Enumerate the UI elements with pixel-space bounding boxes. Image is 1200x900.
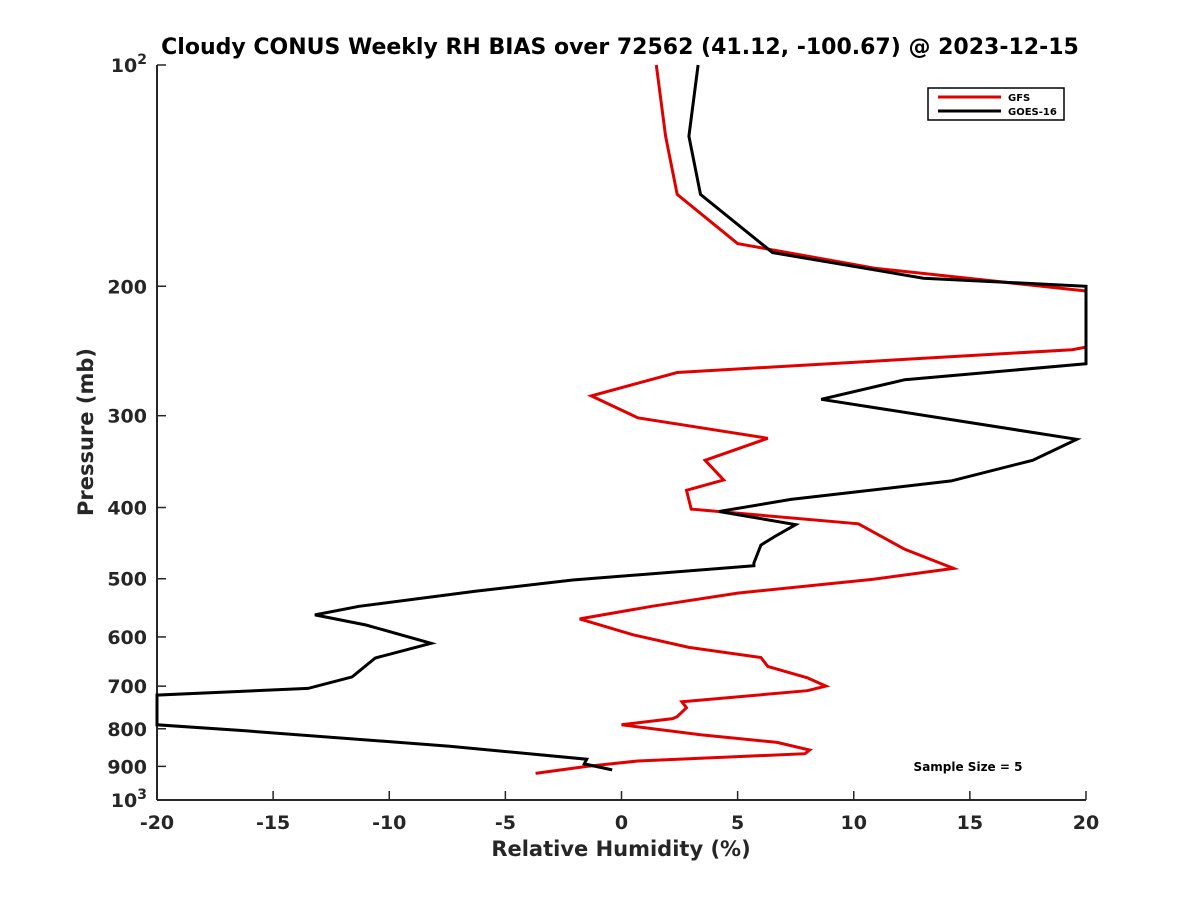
y-tick-label: 103 (111, 787, 147, 812)
chart-title: Cloudy CONUS Weekly RH BIAS over 72562 (… (161, 35, 1079, 60)
y-tick-label: 102 (111, 52, 147, 77)
y-tick-label: 800 (107, 719, 147, 741)
x-tick-label: -5 (495, 812, 516, 834)
x-tick-label: 0 (615, 812, 628, 834)
y-tick-label: 500 (107, 569, 147, 591)
series-line-goes-16 (155, 64, 1088, 772)
x-tick-label: 15 (957, 812, 983, 834)
y-tick-label-exponent: 3 (137, 787, 147, 803)
sample-size-annotation: Sample Size = 5 (914, 760, 1023, 774)
y-tick-label: 300 (107, 406, 147, 428)
y-axis-label: Pressure (mb) (74, 348, 98, 516)
y-tick-label: 700 (107, 676, 147, 698)
x-tick-label: 10 (841, 812, 867, 834)
x-tick-label: -10 (372, 812, 406, 834)
series-layer (155, 64, 1088, 775)
x-axis-label: Relative Humidity (%) (491, 837, 750, 861)
legend-box (927, 87, 1065, 121)
y-tick-label: 600 (107, 627, 147, 649)
legend-label: GOES-16 (1008, 107, 1057, 118)
x-tick-label: 20 (1073, 812, 1099, 834)
x-tick-label: 5 (731, 812, 744, 834)
y-tick-label-exponent: 2 (137, 52, 147, 68)
x-axis-ticks: -20 -15 -10 -5 0 5 10 15 20 (140, 791, 1099, 834)
y-tick-label-base: 10 (111, 790, 137, 812)
series-line-gfs (535, 64, 1088, 775)
legend: GFS GOES-16 (927, 87, 1065, 121)
y-tick-label: 200 (107, 276, 147, 298)
x-tick-label: -15 (256, 812, 290, 834)
y-tick-label-base: 10 (111, 55, 137, 77)
y-tick-label: 400 (107, 498, 147, 520)
legend-label: GFS (1008, 93, 1030, 104)
y-tick-label: 900 (107, 756, 147, 778)
x-tick-label: -20 (140, 812, 174, 834)
plot-area: -20 -15 -10 -5 0 5 10 15 20 10220030040050060070… (107, 52, 1099, 834)
